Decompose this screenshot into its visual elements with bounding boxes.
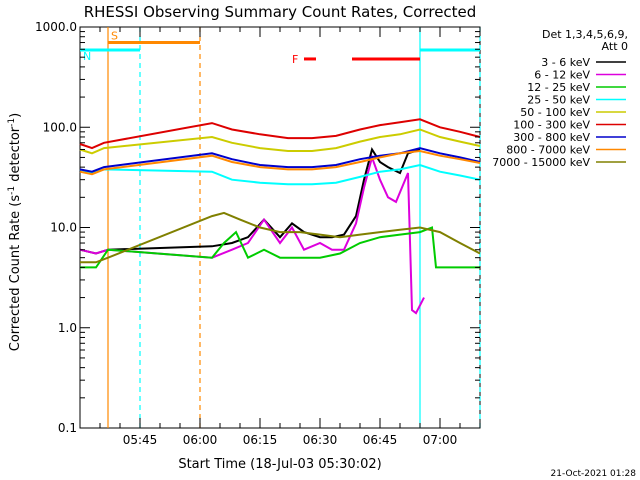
y-axis-label-sup1: -1 — [7, 186, 17, 195]
y-axis: 0.1 1.0 10.0 100.0 1000.0 — [35, 20, 480, 435]
series-layer — [79, 118, 481, 315]
legend-entry-label: 7000 - 15000 keV — [492, 156, 590, 169]
flare-marker-label: F — [292, 53, 298, 66]
legend-entry-label: 12 - 25 keV — [527, 81, 590, 94]
legend-entry-label: 25 - 50 keV — [527, 94, 590, 107]
x-tick-label: 06:00 — [183, 433, 218, 447]
legend-entry-label: 800 - 7000 keV — [506, 144, 590, 157]
y-tick-label: 10.0 — [50, 221, 77, 235]
x-tick-label: 06:30 — [303, 433, 338, 447]
y-axis-label-main: Corrected Count Rate (s — [8, 195, 23, 352]
x-tick-label: 06:45 — [363, 433, 398, 447]
series-line — [79, 118, 481, 150]
y-tick-label: 0.1 — [58, 421, 77, 435]
series-line — [79, 163, 481, 186]
series-line — [80, 226, 480, 269]
plot-area: S N F — [79, 26, 481, 429]
legend-entry-label: 6 - 12 keV — [534, 69, 590, 82]
x-axis-label: Start Time (18-Jul-03 05:30:02) — [178, 457, 381, 472]
x-tick-label: 07:00 — [423, 433, 458, 447]
legend-entry-label: 50 - 100 keV — [520, 106, 590, 119]
footer-timestamp: 21-Oct-2021 01:28 — [551, 469, 637, 479]
attenuator-bar-layer: S N F — [80, 30, 480, 66]
chart-title: RHESSI Observing Summary Count Rates, Co… — [84, 3, 477, 21]
series-line — [79, 147, 481, 173]
legend-entry-label: 100 - 300 keV — [513, 119, 590, 132]
series-line — [79, 128, 481, 155]
x-tick-label: 05:45 — [123, 433, 158, 447]
y-tick-label: 1000.0 — [35, 20, 77, 34]
series-line — [79, 149, 481, 176]
attenuator-bar-label: N — [83, 50, 91, 63]
attenuator-bar-label: S — [111, 30, 118, 43]
series-line — [79, 154, 425, 315]
series-line — [80, 211, 481, 264]
series-line — [79, 147, 421, 255]
legend-header-line-2: Att 0 — [602, 40, 628, 53]
y-tick-label: 1.0 — [58, 321, 77, 335]
legend-header-line-1: Det 1,3,4,5,6,9, — [542, 28, 628, 41]
y-axis-label: Corrected Count Rate (s-1 detector-1) — [7, 113, 23, 351]
legend-entry-label: 3 - 6 keV — [541, 56, 590, 69]
y-tick-label: 100.0 — [43, 120, 77, 134]
y-axis-label-end: ) — [8, 113, 23, 118]
legend-entry-label: 300 - 800 keV — [513, 131, 590, 144]
y-axis-label-mid: detector — [8, 126, 23, 186]
x-axis: 05:45 06:00 06:15 06:30 06:45 07:00 — [79, 27, 481, 447]
x-tick-label: 06:15 — [243, 433, 278, 447]
y-axis-label-sup2: -1 — [7, 118, 17, 127]
